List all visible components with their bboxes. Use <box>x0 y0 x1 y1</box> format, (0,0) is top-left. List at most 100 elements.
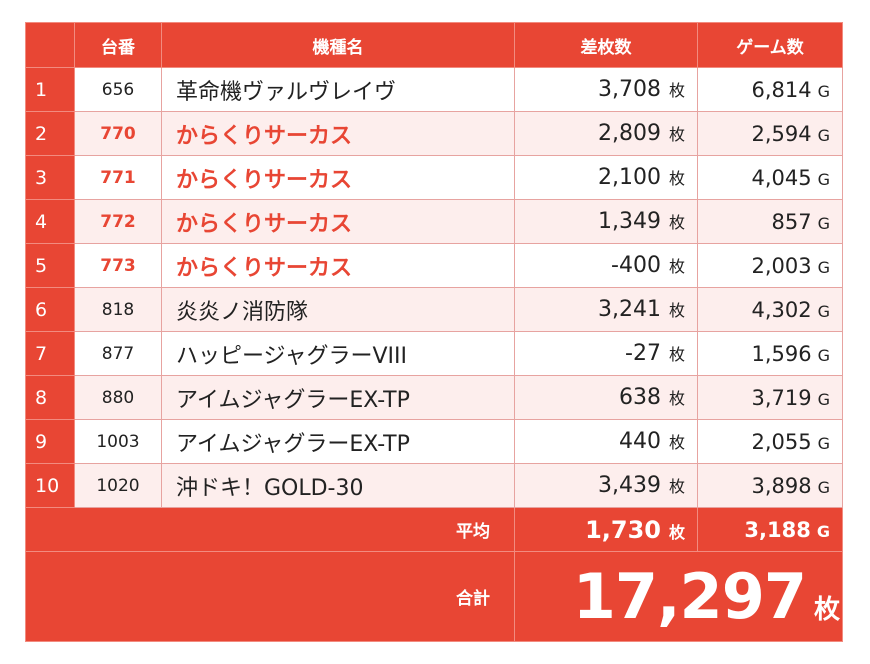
game-count-value: 4,302 <box>751 297 812 322</box>
coin-unit: 枚 <box>668 345 685 364</box>
game-unit: G <box>817 389 830 409</box>
game-unit: G <box>817 169 830 189</box>
row-index: 7 <box>25 331 75 376</box>
machine-number: 770 <box>74 111 162 156</box>
table-row: 6 818 炎炎ノ消防隊 3,241 枚 4,302 G <box>25 287 843 332</box>
machine-number: 1020 <box>74 463 162 508</box>
game-count-value: 3,898 <box>751 473 812 498</box>
coin-difference: 2,809 枚 <box>514 111 698 156</box>
table-row: 8 880 アイムジャグラーEX-TP 638 枚 3,719 G <box>25 375 843 420</box>
machine-name: からくりサーカス <box>161 155 515 200</box>
coin-difference-value: 2,809 <box>598 121 661 146</box>
coin-difference-value: 2,100 <box>598 165 661 190</box>
coin-difference: 2,100 枚 <box>514 155 698 200</box>
coin-difference-value: 3,241 <box>598 297 661 322</box>
game-count: 6,814 G <box>697 67 843 112</box>
game-unit: G <box>817 125 830 145</box>
machine-name: ハッピージャグラーVIII <box>161 331 515 376</box>
game-count: 1,596 G <box>697 331 843 376</box>
row-index: 9 <box>25 419 75 464</box>
row-index: 2 <box>25 111 75 156</box>
coin-difference-value: 3,439 <box>598 473 661 498</box>
game-count-value: 4,045 <box>751 165 812 190</box>
header-machine-name: 機種名 <box>161 22 515 68</box>
coin-unit: 枚 <box>668 257 685 276</box>
row-index: 3 <box>25 155 75 200</box>
game-count-value: 6,814 <box>751 77 812 102</box>
table-row: 2 770 からくりサーカス 2,809 枚 2,594 G <box>25 111 843 156</box>
coin-difference: 1,349 枚 <box>514 199 698 244</box>
game-count: 3,719 G <box>697 375 843 420</box>
coin-difference-value: -400 <box>611 253 661 278</box>
coin-difference-value: -27 <box>625 341 661 366</box>
game-unit: G <box>817 433 830 453</box>
average-row: 平均 1,730 枚 3,188 G <box>25 507 843 552</box>
average-label: 平均 <box>25 507 515 552</box>
table-row: 1 656 革命機ヴァルヴレイヴ 3,708 枚 6,814 G <box>25 67 843 112</box>
coin-difference: 3,708 枚 <box>514 67 698 112</box>
coin-difference: 638 枚 <box>514 375 698 420</box>
game-count: 2,594 G <box>697 111 843 156</box>
coin-unit: 枚 <box>668 433 685 452</box>
row-index: 5 <box>25 243 75 288</box>
game-unit: G <box>817 345 830 365</box>
table-row: 7 877 ハッピージャグラーVIII -27 枚 1,596 G <box>25 331 843 376</box>
coin-unit: 枚 <box>668 125 685 144</box>
coin-unit: 枚 <box>668 213 685 232</box>
game-count-value: 2,594 <box>751 121 812 146</box>
game-count-value: 2,055 <box>751 429 812 454</box>
coin-unit: 枚 <box>668 389 685 408</box>
coin-unit: 枚 <box>668 477 685 496</box>
machine-name: アイムジャグラーEX-TP <box>161 375 515 420</box>
coin-unit: 枚 <box>668 81 685 100</box>
total-coin-difference: 17,297 枚 <box>514 551 843 642</box>
machine-number: 1003 <box>74 419 162 464</box>
header-game-count: ゲーム数 <box>697 22 843 68</box>
game-unit: G <box>817 257 830 277</box>
coin-difference: 3,439 枚 <box>514 463 698 508</box>
machine-name: 革命機ヴァルヴレイヴ <box>161 67 515 112</box>
machine-name: からくりサーカス <box>161 199 515 244</box>
machine-name: 炎炎ノ消防隊 <box>161 287 515 332</box>
machine-number: 656 <box>74 67 162 112</box>
machine-number: 772 <box>74 199 162 244</box>
game-count: 2,055 G <box>697 419 843 464</box>
game-count: 4,045 G <box>697 155 843 200</box>
coin-unit: 枚 <box>668 169 685 188</box>
total-row: 合計 17,297 枚 <box>25 551 843 642</box>
machine-number: 877 <box>74 331 162 376</box>
table-row: 4 772 からくりサーカス 1,349 枚 857 G <box>25 199 843 244</box>
game-unit: G <box>817 81 830 101</box>
coin-difference: 3,241 枚 <box>514 287 698 332</box>
coin-difference: -27 枚 <box>514 331 698 376</box>
row-index: 10 <box>25 463 75 508</box>
game-count: 4,302 G <box>697 287 843 332</box>
coin-difference: -400 枚 <box>514 243 698 288</box>
game-count: 3,898 G <box>697 463 843 508</box>
game-count-value: 2,003 <box>751 253 812 278</box>
average-coin-difference: 1,730 枚 <box>514 507 698 552</box>
coin-difference-value: 1,349 <box>598 209 661 234</box>
row-index: 8 <box>25 375 75 420</box>
game-count-value: 1,596 <box>751 341 812 366</box>
table-row: 10 1020 沖ドキ！GOLD-30 3,439 枚 3,898 G <box>25 463 843 508</box>
table-row: 3 771 からくりサーカス 2,100 枚 4,045 G <box>25 155 843 200</box>
game-count: 2,003 G <box>697 243 843 288</box>
header-index <box>25 22 75 68</box>
game-unit: G <box>817 213 830 233</box>
coin-difference-value: 440 <box>618 429 661 454</box>
header-coin-difference: 差枚数 <box>514 22 698 68</box>
game-unit: G <box>817 477 830 497</box>
total-label: 合計 <box>25 551 515 642</box>
header-machine-number: 台番 <box>74 22 162 68</box>
table-row: 9 1003 アイムジャグラーEX-TP 440 枚 2,055 G <box>25 419 843 464</box>
game-unit: G <box>817 301 830 321</box>
coin-difference: 440 枚 <box>514 419 698 464</box>
coin-unit: 枚 <box>668 301 685 320</box>
machine-number: 880 <box>74 375 162 420</box>
game-count: 857 G <box>697 199 843 244</box>
row-index: 1 <box>25 67 75 112</box>
machine-name: 沖ドキ！GOLD-30 <box>161 463 515 508</box>
machine-name: からくりサーカス <box>161 243 515 288</box>
game-count-value: 857 <box>771 209 812 234</box>
